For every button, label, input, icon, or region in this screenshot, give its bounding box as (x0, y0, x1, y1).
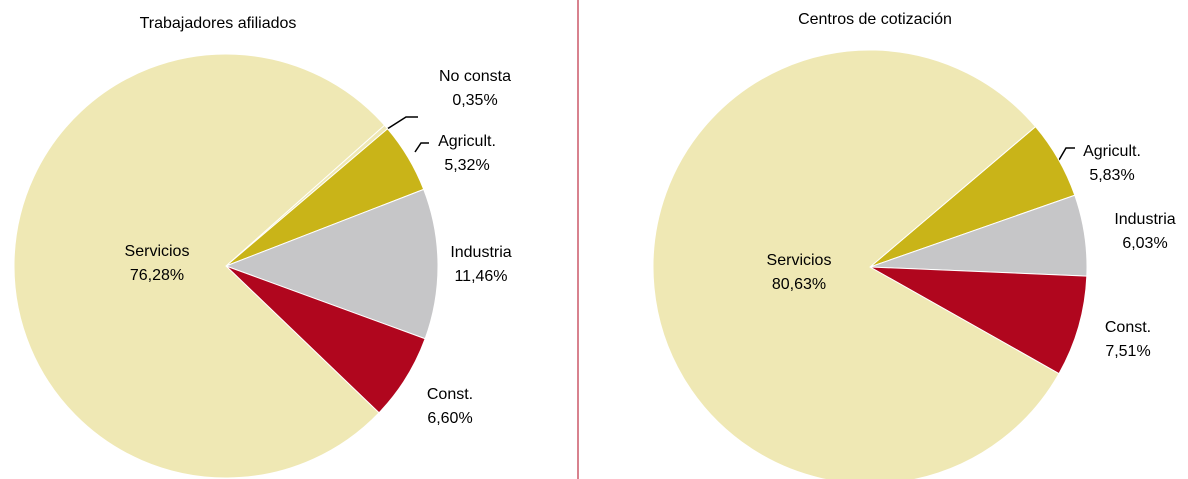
pie-slice (869, 266, 1088, 375)
slice-value-label: 5,32% (444, 157, 489, 174)
chart-title: Centros de cotización (798, 11, 952, 28)
pie-slice (13, 53, 386, 479)
slice-label: No consta (439, 68, 511, 85)
slice-label: Servicios (767, 252, 832, 269)
slice-label: Servicios (125, 243, 190, 260)
slice-value-label: 6,60% (427, 410, 472, 427)
slice-value-label: 6,03% (1122, 235, 1167, 252)
slice-label: Agricult. (438, 133, 496, 150)
pie-slice (224, 188, 439, 340)
slice-value-label: 7,51% (1105, 343, 1150, 360)
leader-line (414, 142, 429, 153)
slice-label: Agricult. (1083, 143, 1141, 160)
slice-label: Industria (450, 244, 511, 261)
slice-value-label: 80,63% (772, 276, 826, 293)
slice-value-label: 11,46% (454, 268, 507, 285)
leader-line (1058, 147, 1075, 161)
slice-label: Const. (427, 386, 473, 403)
slice-label: Industria (1114, 211, 1175, 228)
slice-value-label: 0,35% (452, 92, 497, 109)
chart-title: Trabajadores afiliados (140, 15, 297, 32)
leader-line (383, 116, 418, 132)
slice-label: Const. (1105, 319, 1151, 336)
pie-slice (652, 49, 1060, 479)
slice-value-label: 76,28% (130, 267, 184, 284)
slice-value-label: 5,83% (1089, 167, 1134, 184)
